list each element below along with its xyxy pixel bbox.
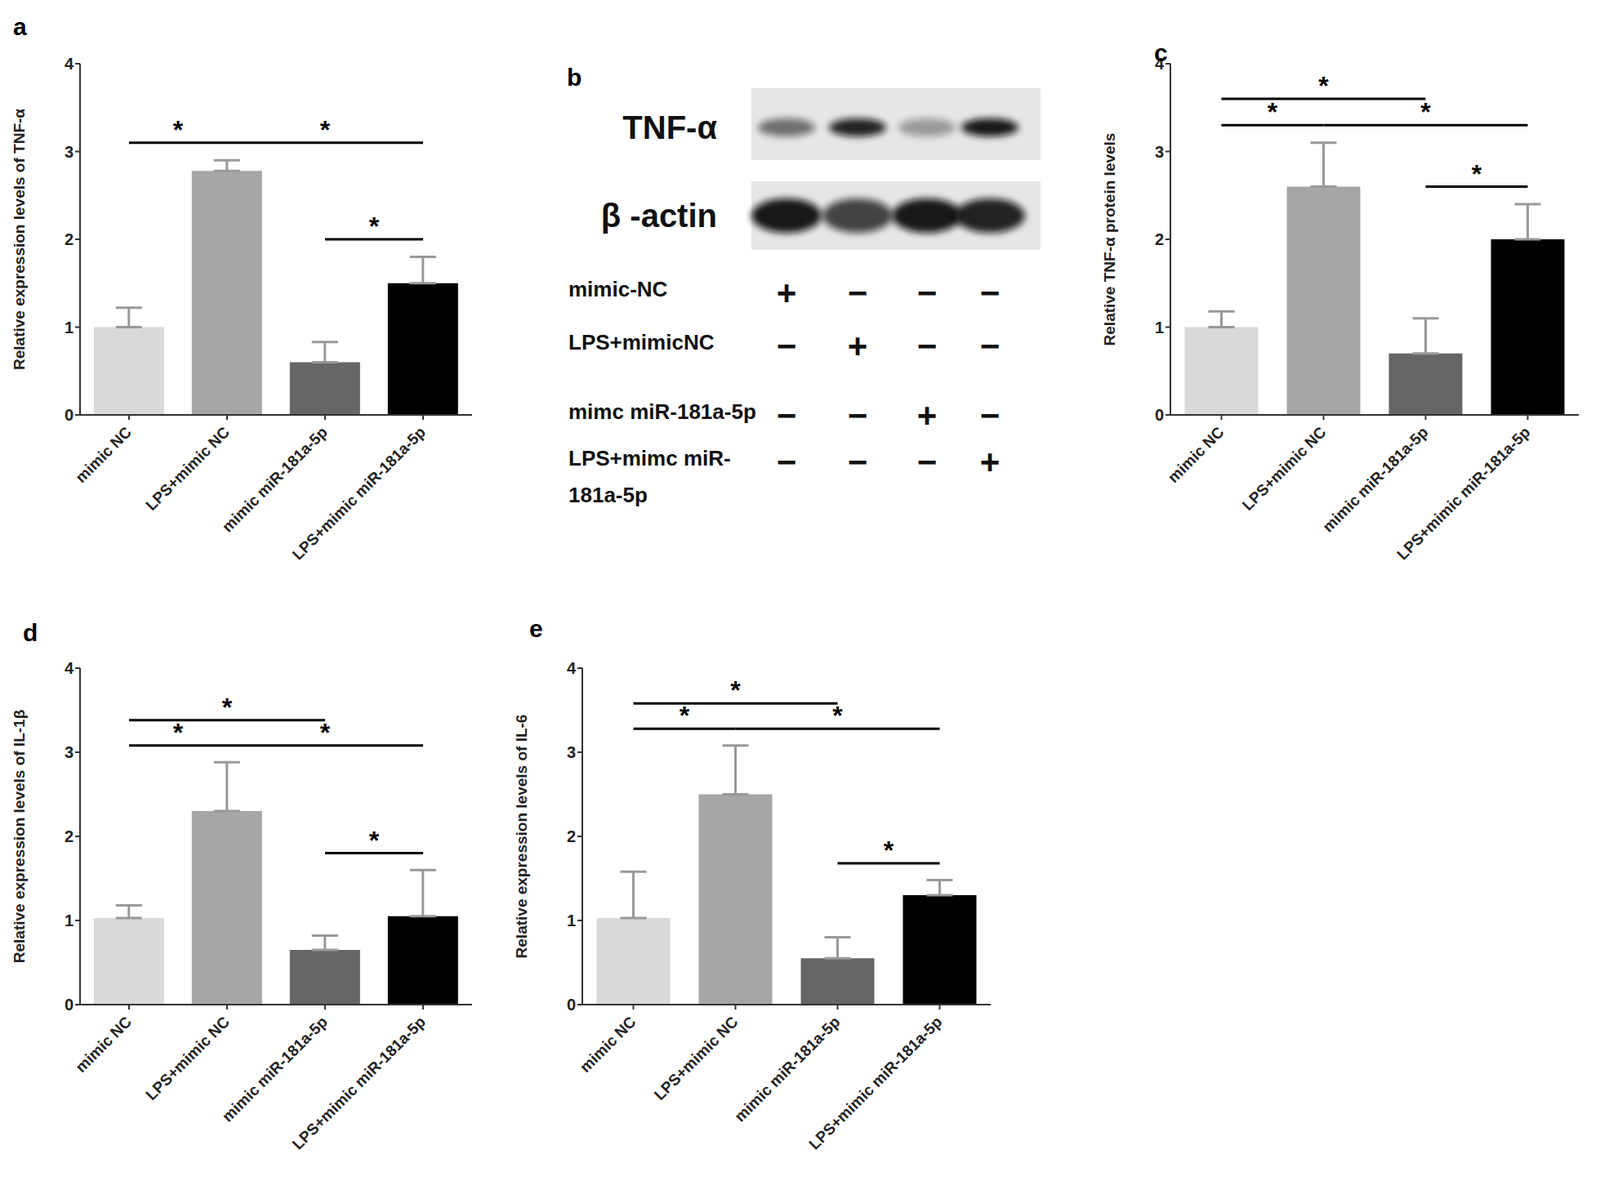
svg-text:LPS+mimic NC: LPS+mimic NC (650, 1012, 742, 1104)
svg-text:1: 1 (64, 318, 74, 337)
svg-text:1: 1 (64, 911, 74, 930)
svg-text:−: − (847, 396, 869, 435)
svg-text:*: * (369, 211, 380, 241)
svg-text:*: * (1267, 97, 1279, 127)
svg-text:Relative expression levels of: Relative expression levels of IL-6 (512, 714, 531, 959)
svg-text:0: 0 (1154, 405, 1164, 424)
svg-text:*: * (1471, 159, 1483, 189)
svg-text:*: * (320, 717, 331, 748)
html-text:a: a (13, 13, 27, 41)
svg-text:4: 4 (64, 54, 75, 73)
svg-text:*: * (1420, 97, 1431, 127)
svg-text:*: * (320, 115, 331, 145)
svg-text:3: 3 (64, 142, 74, 161)
html-text:e: e (529, 615, 543, 642)
svg-text:−: − (980, 273, 1001, 312)
svg-text:*: * (1318, 71, 1329, 101)
svg-text:0: 0 (566, 995, 576, 1014)
svg-text:LPS+mimicNC: LPS+mimicNC (568, 329, 715, 355)
svg-text:3: 3 (64, 743, 74, 762)
svg-text:−: − (847, 273, 869, 312)
svg-text:2: 2 (1154, 230, 1164, 249)
html-text:b: b (566, 63, 582, 91)
svg-text:−: − (776, 326, 798, 366)
svg-text:−: − (980, 396, 1001, 435)
svg-text:−: − (917, 273, 938, 312)
svg-text:+: + (980, 442, 1001, 482)
svg-text:+: + (776, 273, 798, 312)
html-text:c: c (1154, 39, 1168, 67)
svg-text:LPS+mimic miR-181a-5p: LPS+mimic miR-181a-5p (1393, 423, 1534, 563)
svg-text:0: 0 (64, 995, 74, 1014)
svg-text:*: * (883, 835, 895, 865)
svg-text:mimic NC: mimic NC (71, 1012, 135, 1076)
svg-text:+: + (847, 326, 869, 366)
svg-text:*: * (730, 675, 741, 705)
svg-text:mimic miR-181a-5p: mimic miR-181a-5p (1319, 423, 1431, 535)
svg-text:3: 3 (1154, 142, 1164, 161)
svg-text:LPS+mimic NC: LPS+mimic NC (1238, 423, 1330, 514)
svg-text:181a-5p: 181a-5p (568, 482, 648, 508)
svg-text:1: 1 (566, 911, 576, 930)
svg-text:β -actin: β -actin (601, 197, 718, 234)
svg-text:−: − (917, 326, 938, 366)
svg-text:mimic miR-181a-5p: mimic miR-181a-5p (218, 1012, 331, 1125)
svg-text:1: 1 (1154, 318, 1164, 337)
svg-text:TNF-α: TNF-α (622, 109, 718, 146)
svg-text:*: * (369, 825, 380, 856)
svg-text:mimic NC: mimic NC (1164, 423, 1228, 486)
svg-text:3: 3 (566, 743, 576, 762)
svg-text:*: * (173, 115, 184, 145)
svg-text:*: * (832, 700, 843, 731)
svg-text:LPS+mimic NC: LPS+mimic NC (142, 423, 233, 514)
svg-text:Relative expression levels of: Relative expression levels of TNF-α (10, 108, 28, 370)
svg-text:−: − (776, 396, 798, 435)
svg-text:mimic NC: mimic NC (71, 423, 135, 486)
svg-text:mimic NC: mimic NC (576, 1012, 640, 1076)
svg-text:LPS+mimc miR-: LPS+mimc miR- (568, 445, 731, 471)
svg-text:−: − (980, 326, 1001, 366)
svg-text:−: − (917, 442, 938, 482)
svg-text:−: − (776, 442, 798, 482)
html-text:d: d (22, 619, 38, 647)
svg-text:2: 2 (64, 230, 74, 249)
svg-text:Relative expression levels of: Relative expression levels of IL-1β (10, 709, 28, 963)
svg-text:mimc miR-181a-5p: mimc miR-181a-5p (568, 399, 757, 424)
svg-text:LPS+mimic miR-181a-5p: LPS+mimic miR-181a-5p (289, 423, 429, 563)
svg-text:mimic-NC: mimic-NC (568, 276, 669, 302)
svg-text:2: 2 (566, 827, 576, 846)
svg-text:*: * (173, 717, 184, 748)
svg-text:LPS+mimic miR-181a-5p: LPS+mimic miR-181a-5p (805, 1012, 945, 1153)
svg-text:−: − (847, 442, 869, 482)
svg-text:mimic miR-181a-5p: mimic miR-181a-5p (218, 423, 331, 535)
svg-text:*: * (679, 700, 691, 731)
svg-text:2: 2 (64, 827, 74, 846)
svg-text:*: * (222, 692, 233, 723)
svg-text:LPS+mimic NC: LPS+mimic NC (142, 1012, 233, 1104)
svg-text:+: + (917, 396, 938, 435)
svg-text:0: 0 (64, 405, 74, 424)
svg-text:4: 4 (64, 659, 75, 678)
svg-text:Relative TNF-α protein levels: Relative TNF-α protein levels (1100, 133, 1119, 347)
svg-text:mimic miR-181a-5p: mimic miR-181a-5p (730, 1012, 843, 1125)
svg-text:4: 4 (566, 659, 577, 678)
svg-text:LPS+mimic miR-181a-5p: LPS+mimic miR-181a-5p (289, 1012, 429, 1153)
